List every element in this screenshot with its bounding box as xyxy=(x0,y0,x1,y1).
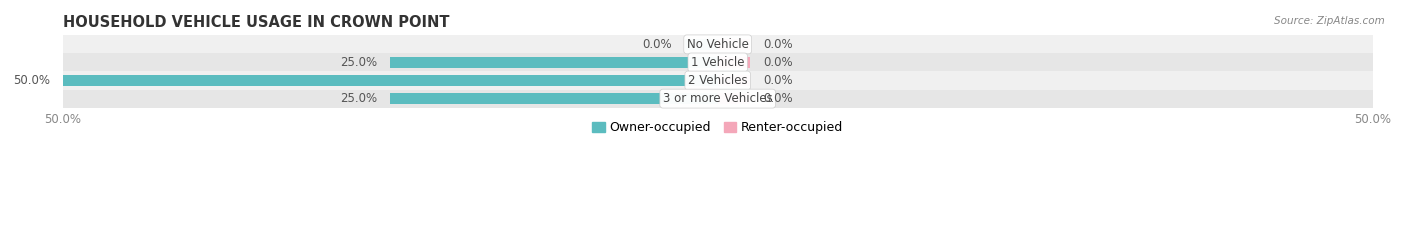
Legend: Owner-occupied, Renter-occupied: Owner-occupied, Renter-occupied xyxy=(588,116,848,139)
Text: 0.0%: 0.0% xyxy=(763,92,793,105)
Bar xyxy=(717,93,751,104)
Text: 0.0%: 0.0% xyxy=(643,38,672,51)
Text: 0.0%: 0.0% xyxy=(763,74,793,87)
Bar xyxy=(717,75,751,86)
Bar xyxy=(63,72,1372,89)
Bar xyxy=(391,93,717,104)
Text: Source: ZipAtlas.com: Source: ZipAtlas.com xyxy=(1274,16,1385,26)
Bar xyxy=(63,89,1372,108)
Bar xyxy=(717,39,751,50)
Text: 0.0%: 0.0% xyxy=(763,56,793,69)
Text: HOUSEHOLD VEHICLE USAGE IN CROWN POINT: HOUSEHOLD VEHICLE USAGE IN CROWN POINT xyxy=(63,15,450,30)
Bar xyxy=(717,57,751,68)
Bar xyxy=(63,35,1372,53)
Bar xyxy=(63,53,1372,72)
Bar xyxy=(391,57,717,68)
Text: 2 Vehicles: 2 Vehicles xyxy=(688,74,748,87)
Bar xyxy=(685,39,717,50)
Text: 3 or more Vehicles: 3 or more Vehicles xyxy=(662,92,772,105)
Bar xyxy=(63,75,717,86)
Text: 25.0%: 25.0% xyxy=(340,56,377,69)
Text: No Vehicle: No Vehicle xyxy=(686,38,748,51)
Text: 50.0%: 50.0% xyxy=(13,74,49,87)
Text: 0.0%: 0.0% xyxy=(763,38,793,51)
Text: 1 Vehicle: 1 Vehicle xyxy=(690,56,744,69)
Text: 25.0%: 25.0% xyxy=(340,92,377,105)
